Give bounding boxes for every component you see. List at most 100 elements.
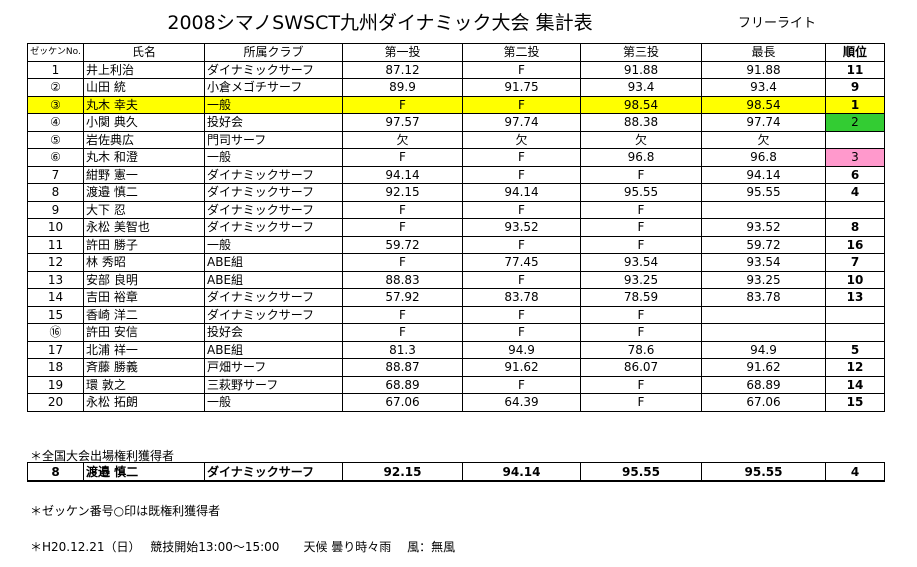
qualifier-rank: 4 <box>825 462 885 482</box>
header-name: 氏名 <box>83 43 205 62</box>
qualifier-throw2: 94.14 <box>462 462 581 482</box>
category-label: フリーライト <box>738 16 817 31</box>
cell-throw3: F <box>580 235 702 254</box>
cell-rank: 6 <box>825 165 885 184</box>
cell-throw2: F <box>462 305 581 324</box>
cell-throw1: 欠 <box>342 130 463 149</box>
cell-name: 斉藤 勝義 <box>83 358 205 377</box>
cell-rank: 7 <box>825 253 885 272</box>
cell-best: 96.8 <box>701 148 826 167</box>
cell-name: 渡邉 慎二 <box>83 183 205 202</box>
cell-bib: 19 <box>27 375 84 394</box>
cell-name: 井上利治 <box>83 60 205 79</box>
cell-rank: 1 <box>825 95 885 114</box>
table-row: ⑤ 岩佐典広 門司サーフ欠欠欠欠 <box>27 130 885 149</box>
cell-club: ABE組 <box>204 253 343 272</box>
cell-club: ダイナミックサーフ <box>204 165 343 184</box>
cell-throw3: 78.6 <box>580 340 702 359</box>
cell-best: 93.52 <box>701 218 826 237</box>
cell-throw1: 88.87 <box>342 358 463 377</box>
cell-club: 一般 <box>204 393 343 412</box>
cell-bib: ⑥ <box>27 148 84 167</box>
cell-throw3: F <box>580 375 702 394</box>
cell-best: 93.4 <box>701 78 826 97</box>
cell-rank <box>825 323 885 342</box>
cell-bib: 14 <box>27 288 84 307</box>
cell-throw3: F <box>580 305 702 324</box>
cell-bib: 9 <box>27 200 84 219</box>
cell-throw3: 93.54 <box>580 253 702 272</box>
cell-bib: ③ <box>27 95 84 114</box>
cell-throw2: 91.75 <box>462 78 581 97</box>
table-row: 19 環 敦之 三萩野サーフ 68.89 F F 68.89 14 <box>27 375 885 394</box>
cell-name: 環 敦之 <box>83 375 205 394</box>
cell-best: 83.78 <box>701 288 826 307</box>
cell-throw3: 88.38 <box>580 113 702 132</box>
cell-rank: 9 <box>825 78 885 97</box>
cell-best: 68.89 <box>701 375 826 394</box>
header-throw1: 第一投 <box>342 43 463 62</box>
table-row: 10 永松 美智也 ダイナミックサーフ F 93.52 F 93.52 8 <box>27 218 885 237</box>
table-row: ④ 小関 典久 投好会 97.57 97.74 88.38 97.74 2 <box>27 113 885 132</box>
cell-bib: 1 <box>27 60 84 79</box>
cell-name: 許田 安信 <box>83 323 205 342</box>
cell-rank <box>825 200 885 219</box>
cell-bib: 17 <box>27 340 84 359</box>
cell-name: 岩佐典広 <box>83 130 205 149</box>
cell-throw2: F <box>462 323 581 342</box>
cell-best: 91.88 <box>701 60 826 79</box>
cell-throw3: 98.54 <box>580 95 702 114</box>
cell-throw2: 94.14 <box>462 183 581 202</box>
cell-throw3: 96.8 <box>580 148 702 167</box>
cell-throw3: F <box>580 323 702 342</box>
cell-throw2: 94.9 <box>462 340 581 359</box>
table-row: 8 渡邉 慎二 ダイナミックサーフ 92.15 94.14 95.55 95.55 4 <box>27 183 885 202</box>
cell-bib: ② <box>27 78 84 97</box>
table-row: 1 井上利治 ダイナミックサーフ 87.12 F 91.88 91.88 11 <box>27 60 885 79</box>
cell-throw3: F <box>580 218 702 237</box>
qualifier-throw3: 95.55 <box>580 462 702 482</box>
cell-throw2: F <box>462 270 581 289</box>
cell-bib: ④ <box>27 113 84 132</box>
table-row: 7 紺野 憲一 ダイナミックサーフ 94.14 F F 94.14 6 <box>27 165 885 184</box>
cell-throw2: 64.39 <box>462 393 581 412</box>
cell-throw2: F <box>462 165 581 184</box>
cell-throw2: 91.62 <box>462 358 581 377</box>
cell-throw2: 83.78 <box>462 288 581 307</box>
cell-throw1: 88.83 <box>342 270 463 289</box>
cell-best: 93.25 <box>701 270 826 289</box>
cell-rank: 14 <box>825 375 885 394</box>
cell-throw1: 57.92 <box>342 288 463 307</box>
cell-rank: 11 <box>825 60 885 79</box>
cell-rank: 15 <box>825 393 885 412</box>
cell-throw1: 87.12 <box>342 60 463 79</box>
cell-throw2: F <box>462 200 581 219</box>
cell-throw1: F <box>342 148 463 167</box>
cell-club: 三萩野サーフ <box>204 375 343 394</box>
cell-throw1: F <box>342 323 463 342</box>
cell-best <box>701 323 826 342</box>
cell-throw1: F <box>342 95 463 114</box>
cell-throw2: F <box>462 95 581 114</box>
header-row: ゼッケンNo. 氏名 所属クラブ 第一投 第二投 第三投 最長 順位 <box>27 43 885 62</box>
cell-club: 門司サーフ <box>204 130 343 149</box>
cell-club: ダイナミックサーフ <box>204 305 343 324</box>
cell-throw1: 92.15 <box>342 183 463 202</box>
cell-club: ABE組 <box>204 340 343 359</box>
cell-bib: 20 <box>27 393 84 412</box>
cell-throw3: 95.55 <box>580 183 702 202</box>
table-row: ② 山田 統小倉メゴチサーフ 89.9 91.75 93.4 93.4 9 <box>27 78 885 97</box>
cell-throw2: 欠 <box>462 130 581 149</box>
cell-bib: 12 <box>27 253 84 272</box>
cell-throw1: 59.72 <box>342 235 463 254</box>
cell-throw3: F <box>580 393 702 412</box>
cell-throw2: 97.74 <box>462 113 581 132</box>
cell-throw3: 93.4 <box>580 78 702 97</box>
cell-name: 香崎 洋二 <box>83 305 205 324</box>
qualifier-throw1: 92.15 <box>342 462 463 482</box>
table-row: 9 大下 忍ダイナミックサーフ F F F <box>27 200 885 219</box>
cell-name: 丸木 和澄 <box>83 148 205 167</box>
cell-name: 山田 統 <box>83 78 205 97</box>
cell-club: 投好会 <box>204 113 343 132</box>
cell-club: 一般 <box>204 95 343 114</box>
